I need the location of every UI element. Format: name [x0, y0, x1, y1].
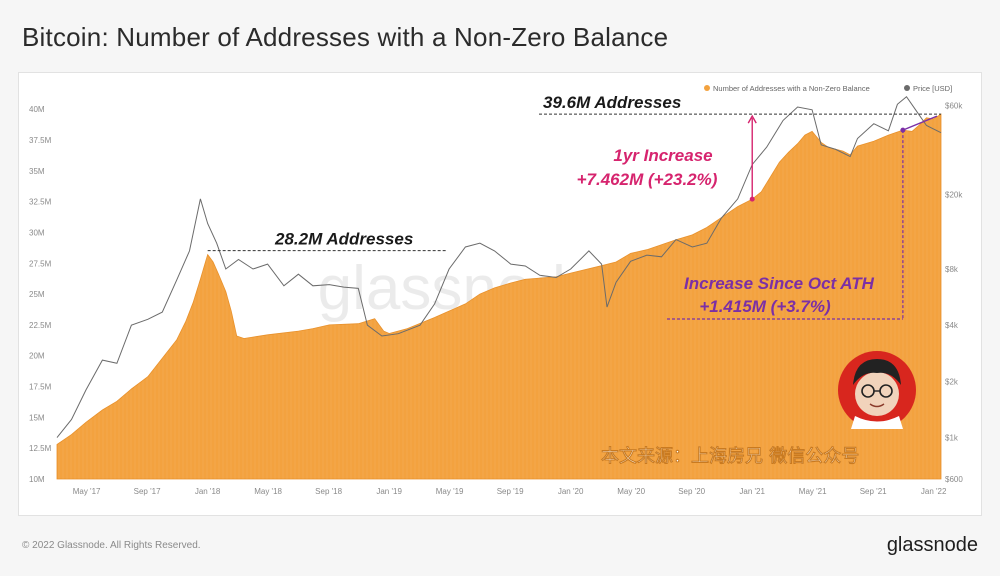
x-tick-label: May '17 — [73, 487, 101, 496]
annotation-current: 39.6M Addresses — [543, 93, 681, 112]
y-left-tick-label: 25M — [29, 290, 45, 299]
x-tick-label: May '18 — [254, 487, 282, 496]
x-tick-label: Jan '21 — [739, 487, 765, 496]
source-caption: 本文来源：上海房兄 微信公众号 — [601, 445, 859, 467]
chart-svg: 10M 12.5M 15M 17.5M 20M 22.5M 25M 27.5M 30M 32.5M… — [29, 84, 963, 496]
y-left-tick-label: 10M — [29, 475, 45, 484]
yr-increase-arrowhead — [747, 114, 757, 124]
y-right-tick-label: $60k — [945, 102, 963, 111]
y-right-tick-label: $2k — [945, 377, 959, 386]
avatar-hair — [853, 359, 901, 385]
legend-label-addresses: Number of Addresses with a Non-Zero Bala… — [713, 84, 870, 93]
y-right-tick-label: $600 — [945, 475, 963, 484]
legend-swatch-addresses — [704, 85, 710, 91]
yr-increase-start-dot — [749, 196, 755, 202]
x-tick-label: Sep '17 — [134, 487, 161, 496]
x-tick-label: May '20 — [617, 487, 645, 496]
y-left-tick-label: 32.5M — [29, 198, 52, 207]
series-area-addresses — [56, 113, 942, 480]
y-left-tick-label: 17.5M — [29, 383, 52, 392]
avatar-mouth — [869, 403, 885, 408]
x-tick-label: Sep '21 — [860, 487, 887, 496]
y-left-tick-label: 15M — [29, 413, 45, 422]
y-right-tick-label: $1k — [945, 434, 959, 443]
x-tick-label: Jan '18 — [195, 487, 221, 496]
y-left-tick-label: 40M — [29, 105, 45, 114]
x-tick-label: Jan '22 — [921, 487, 947, 496]
x-tick-label: Jan '20 — [558, 487, 584, 496]
x-tick-label: Sep '18 — [315, 487, 342, 496]
x-tick-label: May '21 — [799, 487, 827, 496]
x-tick-label: Jan '19 — [376, 487, 402, 496]
y-left-tick-label: 35M — [29, 167, 45, 176]
legend-label-price: Price [USD] — [913, 84, 952, 93]
chart-card: 10M 12.5M 15M 17.5M 20M 22.5M 25M 27.5M 30M 32.5M… — [18, 72, 982, 516]
y-left-tick-label: 37.5M — [29, 136, 52, 145]
y-right-tick-label: $8k — [945, 265, 959, 274]
brand-logo: glassnode — [886, 534, 978, 556]
x-tick-label: May '19 — [436, 487, 464, 496]
page-title: Bitcoin: Number of Addresses with a Non-… — [22, 22, 669, 52]
y-left-tick-label: 22.5M — [29, 321, 52, 330]
avatar-face — [855, 372, 899, 416]
y-right-tick-label: $20k — [945, 191, 963, 200]
y-left-tick-label: 12.5M — [29, 444, 52, 453]
legend-swatch-price — [904, 85, 910, 91]
copyright: © 2022 Glassnode. All Rights Reserved. — [22, 540, 201, 551]
series-line-price — [56, 95, 942, 438]
ath-increase-arrow — [902, 115, 938, 131]
x-tick-label: Sep '19 — [497, 487, 524, 496]
avatar-collar — [851, 416, 903, 429]
annotation-peak-2018: 28.2M Addresses — [274, 230, 413, 249]
annotation-ath-line1: Increase Since Oct ATH — [684, 274, 875, 293]
y-left-tick-label: 27.5M — [29, 259, 52, 268]
annotation-yr-increase-line1: 1yr Increase — [613, 146, 712, 165]
annotation-yr-increase-line2: +7.462M (+23.2%) — [577, 170, 718, 189]
y-left-tick-label: 30M — [29, 228, 45, 237]
x-tick-label: Sep '20 — [678, 487, 705, 496]
y-right-tick-label: $4k — [945, 321, 959, 330]
y-left-tick-label: 20M — [29, 352, 45, 361]
annotation-ath-line2: +1.415M (+3.7%) — [699, 297, 831, 316]
